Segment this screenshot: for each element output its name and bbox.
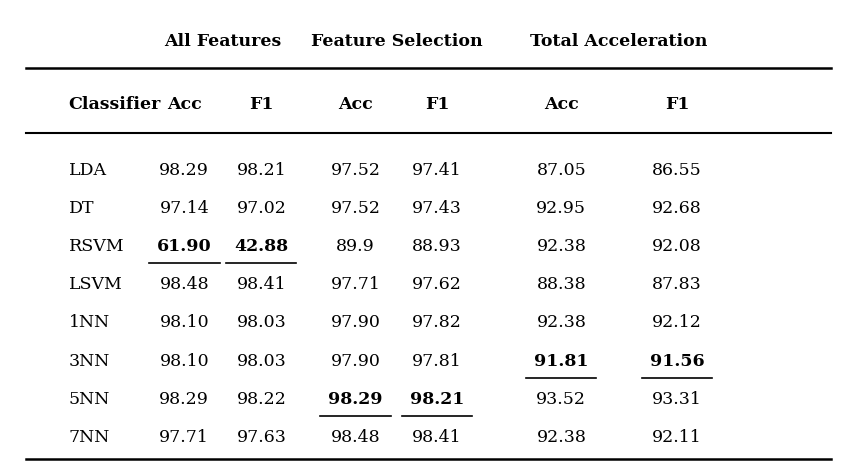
Text: 5NN: 5NN	[69, 391, 110, 408]
Text: 98.03: 98.03	[237, 315, 286, 331]
Text: 98.41: 98.41	[412, 429, 462, 446]
Text: 97.81: 97.81	[412, 353, 462, 370]
Text: F1: F1	[665, 96, 689, 113]
Text: 97.90: 97.90	[331, 315, 381, 331]
Text: 97.90: 97.90	[331, 353, 381, 370]
Text: 98.48: 98.48	[159, 276, 209, 293]
Text: 97.41: 97.41	[412, 162, 462, 178]
Text: Acc: Acc	[167, 96, 201, 113]
Text: 98.10: 98.10	[159, 353, 209, 370]
Text: 92.38: 92.38	[536, 429, 586, 446]
Text: 98.21: 98.21	[410, 391, 464, 408]
Text: All Features: All Features	[165, 34, 281, 50]
Text: 61.90: 61.90	[157, 238, 212, 255]
Text: 97.02: 97.02	[237, 200, 286, 217]
Text: 92.11: 92.11	[652, 429, 702, 446]
Text: 98.41: 98.41	[237, 276, 286, 293]
Text: 98.29: 98.29	[159, 162, 209, 178]
Text: 92.38: 92.38	[536, 315, 586, 331]
Text: 93.52: 93.52	[536, 391, 586, 408]
Text: 1NN: 1NN	[69, 315, 110, 331]
Text: 92.95: 92.95	[536, 200, 586, 217]
Text: 93.31: 93.31	[652, 391, 702, 408]
Text: 97.43: 97.43	[412, 200, 462, 217]
Text: 97.62: 97.62	[412, 276, 462, 293]
Text: 98.22: 98.22	[237, 391, 286, 408]
Text: Total Acceleration: Total Acceleration	[530, 34, 707, 50]
Text: Classifier: Classifier	[69, 96, 161, 113]
Text: 92.12: 92.12	[652, 315, 702, 331]
Text: F1: F1	[425, 96, 449, 113]
Text: 89.9: 89.9	[336, 238, 375, 255]
Text: Acc: Acc	[544, 96, 578, 113]
Text: 92.08: 92.08	[652, 238, 702, 255]
Text: 7NN: 7NN	[69, 429, 110, 446]
Text: F1: F1	[249, 96, 273, 113]
Text: 88.93: 88.93	[412, 238, 462, 255]
Text: 97.52: 97.52	[331, 162, 381, 178]
Text: 98.29: 98.29	[328, 391, 383, 408]
Text: RSVM: RSVM	[69, 238, 124, 255]
Text: 42.88: 42.88	[234, 238, 289, 255]
Text: 98.21: 98.21	[237, 162, 286, 178]
Text: 98.03: 98.03	[237, 353, 286, 370]
Text: 92.68: 92.68	[652, 200, 702, 217]
Text: Acc: Acc	[339, 96, 373, 113]
Text: 88.38: 88.38	[536, 276, 586, 293]
Text: 97.71: 97.71	[159, 429, 209, 446]
Text: 87.83: 87.83	[652, 276, 702, 293]
Text: 97.63: 97.63	[237, 429, 286, 446]
Text: Feature Selection: Feature Selection	[311, 34, 482, 50]
Text: 97.82: 97.82	[412, 315, 462, 331]
Text: 91.81: 91.81	[534, 353, 589, 370]
Text: 98.10: 98.10	[159, 315, 209, 331]
Text: 98.29: 98.29	[159, 391, 209, 408]
Text: 97.14: 97.14	[159, 200, 209, 217]
Text: 98.48: 98.48	[331, 429, 381, 446]
Text: 97.52: 97.52	[331, 200, 381, 217]
Text: DT: DT	[69, 200, 94, 217]
Text: 3NN: 3NN	[69, 353, 110, 370]
Text: LDA: LDA	[69, 162, 106, 178]
Text: LSVM: LSVM	[69, 276, 123, 293]
Text: 86.55: 86.55	[652, 162, 702, 178]
Text: 92.38: 92.38	[536, 238, 586, 255]
Text: 97.71: 97.71	[331, 276, 381, 293]
Text: 91.56: 91.56	[650, 353, 704, 370]
Text: 87.05: 87.05	[536, 162, 586, 178]
